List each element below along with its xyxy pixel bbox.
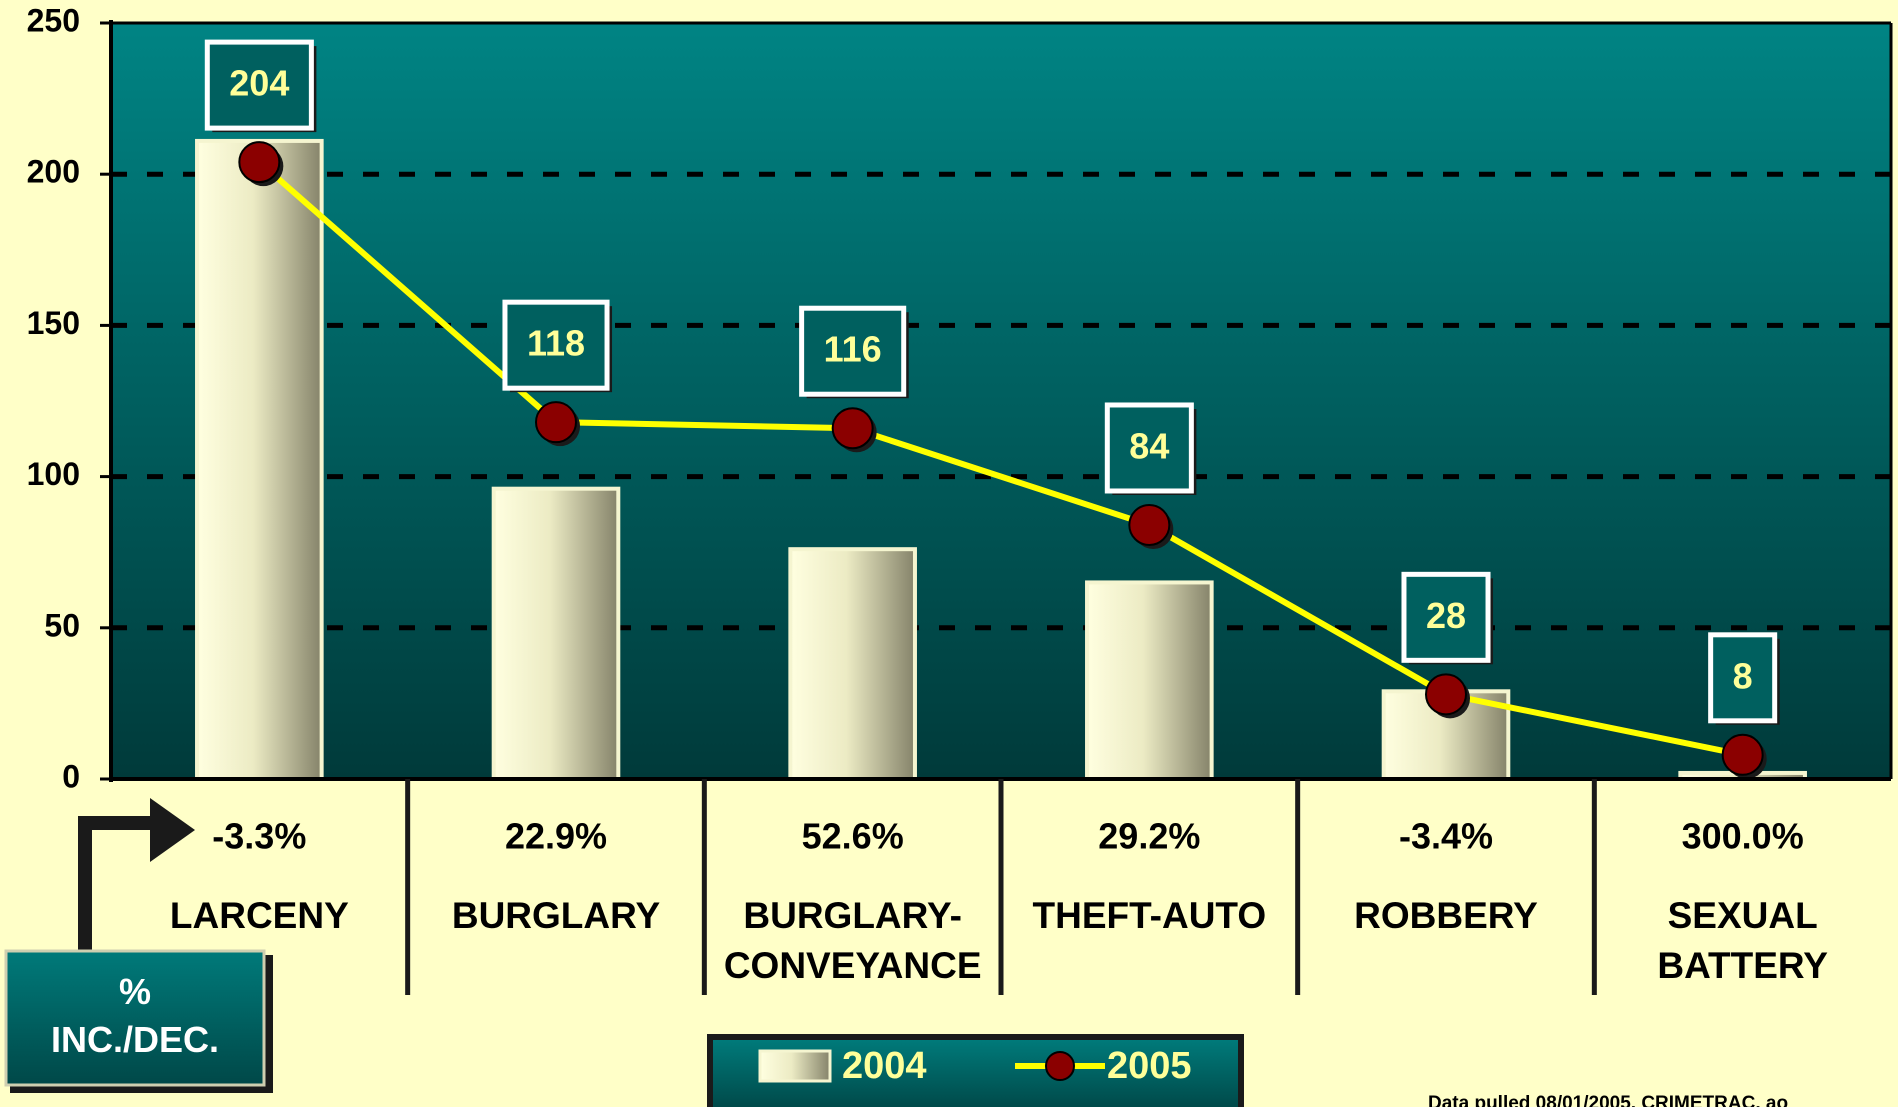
- y-tick-label: 0: [62, 758, 80, 794]
- data-label: 28: [1426, 595, 1466, 636]
- x-tick-label: SEXUAL BATTERY: [1657, 895, 1828, 986]
- y-tick-label: 250: [27, 2, 80, 38]
- percent-label: 52.6%: [802, 816, 904, 857]
- x-tick-label: ROBBERY: [1354, 895, 1538, 936]
- y-tick-label: 200: [27, 154, 80, 190]
- caption: % INC./DEC.: [51, 971, 219, 1060]
- marker: [1128, 503, 1171, 546]
- percent-label: 29.2%: [1098, 816, 1200, 857]
- data-label-box: [1401, 571, 1491, 663]
- bar: [195, 138, 324, 782]
- x-tick-label: THEFT-AUTO: [1033, 895, 1267, 936]
- marker: [831, 407, 874, 450]
- data-label: 204: [229, 63, 289, 104]
- data-label-group: 118: [502, 299, 613, 393]
- marker: [1721, 733, 1764, 776]
- percent-label: -3.4%: [1399, 816, 1493, 857]
- marker: [1425, 673, 1467, 716]
- percent-label: 300.0%: [1682, 816, 1804, 857]
- x-tick-label: BURGLARY: [452, 895, 661, 936]
- bar: [491, 486, 621, 781]
- data-label-group: 204: [204, 39, 317, 133]
- marker: [535, 401, 577, 444]
- data-label: 8: [1733, 655, 1753, 696]
- bar: [788, 547, 917, 782]
- x-tick-label: BURGLARY-CONVEYANCE: [724, 895, 982, 986]
- plot-area: [111, 23, 1891, 779]
- data-label-box: [502, 299, 610, 391]
- arrow-head: [150, 798, 195, 862]
- data-label-box: [1104, 402, 1194, 494]
- legend-swatch: [758, 1049, 832, 1083]
- data-label-group: 28: [1401, 571, 1494, 665]
- percent-label: -3.3%: [212, 816, 306, 857]
- data-label: 116: [824, 329, 882, 370]
- legend-label: 2004: [842, 1045, 927, 1087]
- y-tick-label: 150: [27, 305, 80, 341]
- data-label-box: [799, 305, 907, 397]
- data-label-box: [204, 39, 314, 131]
- legend-marker: [1045, 1051, 1075, 1081]
- x-tick-label: LARCENY: [170, 895, 349, 936]
- percent-label: 22.9%: [505, 816, 607, 857]
- caption-box: [4, 949, 266, 1087]
- bar: [1085, 580, 1214, 781]
- data-label-group: 84: [1104, 402, 1197, 495]
- data-label-group: 116: [799, 305, 909, 399]
- y-tick-label: 50: [44, 607, 80, 643]
- footnote: Data pulled 08/01/2005, CRIMETRAC, ao: [1428, 1093, 1788, 1107]
- data-label-box: [1708, 632, 1778, 724]
- data-label: 84: [1129, 425, 1169, 466]
- legend-label: 2005: [1107, 1045, 1192, 1087]
- data-label-group: 8: [1708, 632, 1780, 725]
- data-label: 118: [527, 323, 585, 364]
- arrow: [78, 816, 170, 955]
- y-tick-label: 100: [27, 456, 80, 492]
- marker: [238, 141, 281, 184]
